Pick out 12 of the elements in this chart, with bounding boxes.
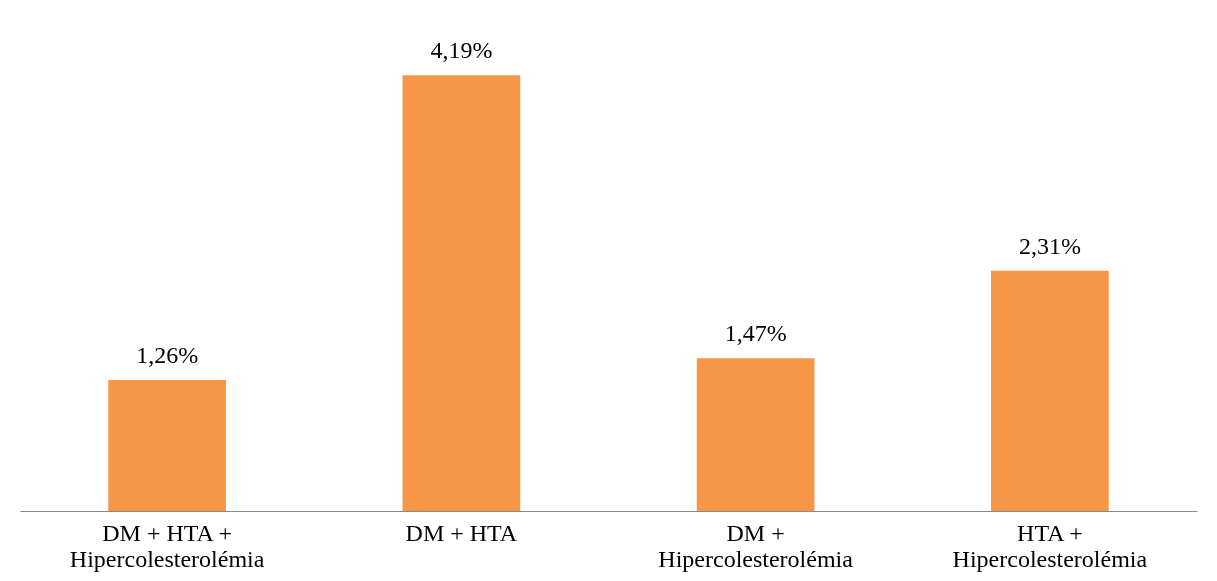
x-tick-label: DM + Hipercolesterolémia <box>658 519 854 572</box>
data-label: 1,26% <box>136 341 199 368</box>
bar <box>402 75 521 511</box>
x-tick-label: DM + HTA + Hipercolesterolémia <box>69 519 265 572</box>
bar <box>696 358 815 511</box>
x-tick-label: HTA + Hipercolesterolémia <box>952 519 1148 572</box>
data-label: 1,47% <box>724 320 787 347</box>
data-label: 2,31% <box>1018 232 1081 259</box>
bar <box>991 270 1109 511</box>
x-tick-label: DM + HTA <box>405 519 518 546</box>
data-label: 4,19% <box>430 37 493 64</box>
bar <box>108 379 226 511</box>
